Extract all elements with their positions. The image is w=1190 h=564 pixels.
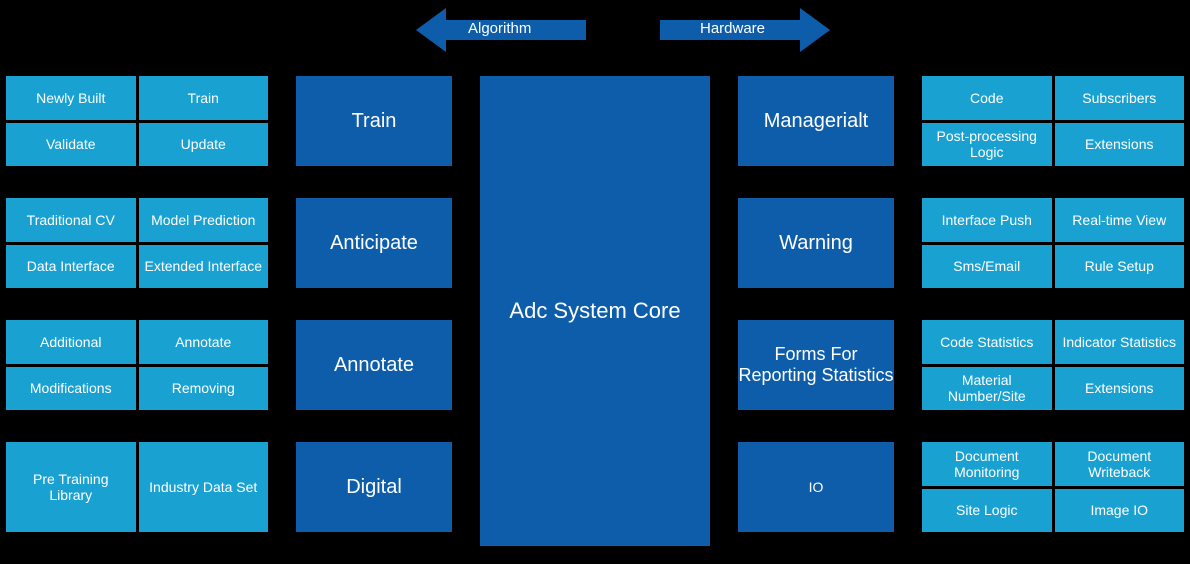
- grid-cell: Annotate: [139, 320, 269, 364]
- left-grid-1: Traditional CV Model Prediction Data Int…: [6, 198, 268, 288]
- right-big-1: Warning: [738, 198, 894, 288]
- grid-cell: Traditional CV: [6, 198, 136, 242]
- right-grid-1: Interface Push Real-time View Sms/Email …: [922, 198, 1184, 288]
- col-left-big: Train Anticipate Annotate Digital: [296, 76, 452, 564]
- grid-cell: Sms/Email: [922, 245, 1052, 289]
- grid-cell: Rule Setup: [1055, 245, 1185, 289]
- grid-cell: Image IO: [1055, 489, 1185, 533]
- right-big-0: Managerialt: [738, 76, 894, 166]
- grid-cell: Extensions: [1055, 123, 1185, 167]
- right-big-3: IO: [738, 442, 894, 532]
- grid-cell: Indicator Statistics: [1055, 320, 1185, 364]
- grid-cell: Update: [139, 123, 269, 167]
- grid-cell: Data Interface: [6, 245, 136, 289]
- left-grid-2: Additional Annotate Modifications Removi…: [6, 320, 268, 410]
- grid-cell: Pre Training Library: [6, 442, 136, 532]
- grid-cell: Code: [922, 76, 1052, 120]
- col-right-big: Managerialt Warning Forms For Reporting …: [738, 76, 894, 564]
- grid-cell: Site Logic: [922, 489, 1052, 533]
- grid-cell: Removing: [139, 367, 269, 411]
- grid-cell: Validate: [6, 123, 136, 167]
- grid-cell: Document Writeback: [1055, 442, 1185, 486]
- left-big-1: Anticipate: [296, 198, 452, 288]
- core-box: Adc System Core: [480, 76, 710, 546]
- core-label: Adc System Core: [509, 298, 680, 324]
- col-right-grids: Code Subscribers Post-processing Logic E…: [922, 76, 1184, 564]
- grid-cell: Extended Interface: [139, 245, 269, 289]
- col-left-grids: Newly Built Train Validate Update Tradit…: [6, 76, 268, 564]
- grid-cell: Document Monitoring: [922, 442, 1052, 486]
- grid-cell: Subscribers: [1055, 76, 1185, 120]
- grid-cell: Interface Push: [922, 198, 1052, 242]
- arrow-right-label: Hardware: [700, 20, 765, 37]
- grid-cell: Real-time View: [1055, 198, 1185, 242]
- left-grid-0: Newly Built Train Validate Update: [6, 76, 268, 166]
- left-big-3: Digital: [296, 442, 452, 532]
- grid-cell: Additional: [6, 320, 136, 364]
- left-big-0: Train: [296, 76, 452, 166]
- grid-cell: Code Statistics: [922, 320, 1052, 364]
- right-grid-3: Document Monitoring Document Writeback S…: [922, 442, 1184, 532]
- arrow-right: Hardware: [660, 8, 830, 52]
- arrow-row: Algorithm Hardware: [0, 8, 1190, 64]
- right-grid-0: Code Subscribers Post-processing Logic E…: [922, 76, 1184, 166]
- grid-cell: Post-processing Logic: [922, 123, 1052, 167]
- grid-cell: Extensions: [1055, 367, 1185, 411]
- arrow-left: Algorithm: [416, 8, 586, 52]
- grid-cell: Modifications: [6, 367, 136, 411]
- grid-cell: Model Prediction: [139, 198, 269, 242]
- arrow-left-label: Algorithm: [468, 20, 531, 37]
- right-grid-2: Code Statistics Indicator Statistics Mat…: [922, 320, 1184, 410]
- left-big-2: Annotate: [296, 320, 452, 410]
- right-big-2: Forms For Reporting Statistics: [738, 320, 894, 410]
- grid-cell: Industry Data Set: [139, 442, 269, 532]
- grid-cell: Material Number/Site: [922, 367, 1052, 411]
- left-grid-3: Pre Training Library Industry Data Set: [6, 442, 268, 532]
- grid-cell: Train: [139, 76, 269, 120]
- grid-cell: Newly Built: [6, 76, 136, 120]
